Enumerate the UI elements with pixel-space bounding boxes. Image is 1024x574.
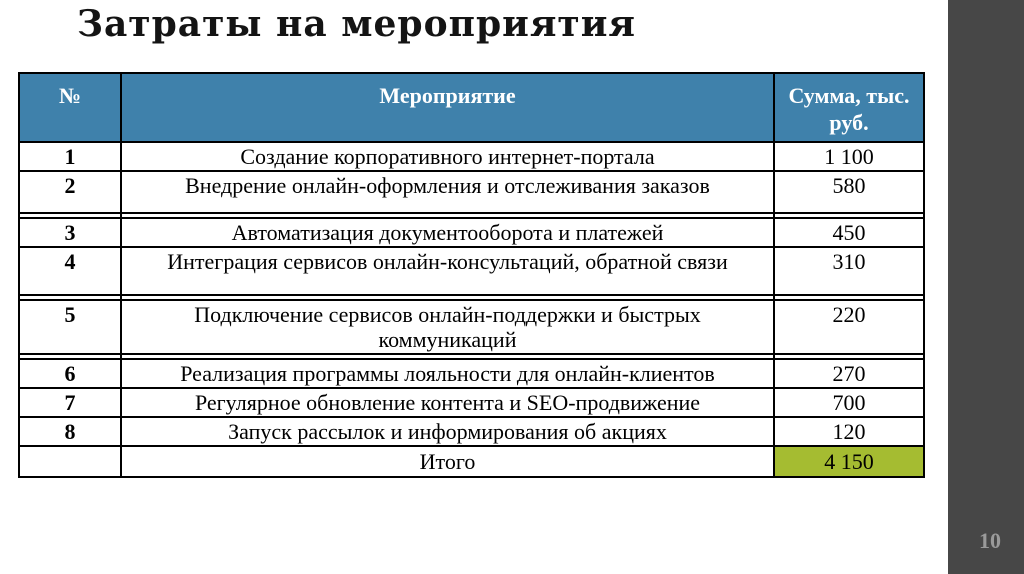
table-row: 3 Автоматизация документооборота и плате… [18, 217, 925, 248]
page-title: Затраты на мероприятия [77, 3, 637, 45]
amount-cell: 700 [773, 387, 925, 418]
row-number-cell: 2 [18, 170, 122, 214]
spacer-cell [18, 353, 122, 360]
activity-cell: Создание корпоративного интернет-портала [120, 141, 775, 172]
row-number-cell: 7 [18, 387, 122, 418]
amount-cell: 220 [773, 299, 925, 355]
amount-cell: 310 [773, 246, 925, 296]
spacer-cell [18, 294, 122, 301]
activity-cell: Подключение сервисов онлайн-поддержки и … [120, 299, 775, 355]
table-spacer-row [18, 294, 925, 301]
amount-cell: 120 [773, 416, 925, 447]
table-row: 8 Запуск рассылок и информирования об ак… [18, 416, 925, 447]
col-header-activity: Мероприятие [120, 72, 775, 143]
slide-side-panel: 10 [948, 0, 1024, 574]
spacer-cell [773, 353, 925, 360]
activity-cell: Интеграция сервисов онлайн-консультаций,… [120, 246, 775, 296]
activity-cell: Автоматизация документооборота и платеже… [120, 217, 775, 248]
row-number-cell: 8 [18, 416, 122, 447]
page-number: 10 [979, 528, 1001, 553]
activity-cell: Реализация программы лояльности для онла… [120, 358, 775, 389]
row-number-cell: 3 [18, 217, 122, 248]
table-row: 4 Интеграция сервисов онлайн-консультаци… [18, 246, 925, 296]
spacer-cell [120, 294, 775, 301]
costs-table: № Мероприятие Сумма, тыс. руб. 1 Создани… [18, 72, 925, 478]
amount-cell: 450 [773, 217, 925, 248]
amount-cell: 580 [773, 170, 925, 214]
total-amount-cell: 4 150 [773, 445, 925, 478]
spacer-cell [773, 212, 925, 219]
spacer-cell [120, 353, 775, 360]
amount-cell: 1 100 [773, 141, 925, 172]
total-row: Итого 4 150 [18, 445, 925, 478]
amount-cell: 270 [773, 358, 925, 389]
row-number-cell: 6 [18, 358, 122, 389]
spacer-cell [120, 212, 775, 219]
table-row: 5 Подключение сервисов онлайн-поддержки … [18, 299, 925, 355]
table-row: 7 Регулярное обновление контента и SEO-п… [18, 387, 925, 418]
activity-cell: Запуск рассылок и информирования об акци… [120, 416, 775, 447]
total-label-cell: Итого [120, 445, 775, 478]
table-row: 6 Реализация программы лояльности для он… [18, 358, 925, 389]
row-number-cell: 1 [18, 141, 122, 172]
table-row: 1 Создание корпоративного интернет-порта… [18, 141, 925, 172]
spacer-cell [18, 212, 122, 219]
col-header-amount: Сумма, тыс. руб. [773, 72, 925, 143]
row-number-cell: 4 [18, 246, 122, 296]
table-row: 2 Внедрение онлайн-оформления и отслежив… [18, 170, 925, 214]
table-spacer-row [18, 212, 925, 219]
table-header-row: № Мероприятие Сумма, тыс. руб. [18, 72, 925, 143]
row-number-cell: 5 [18, 299, 122, 355]
col-header-number: № [18, 72, 122, 143]
table-spacer-row [18, 353, 925, 360]
total-empty-cell [18, 445, 122, 478]
activity-cell: Внедрение онлайн-оформления и отслеживан… [120, 170, 775, 214]
activity-cell: Регулярное обновление контента и SEO-про… [120, 387, 775, 418]
spacer-cell [773, 294, 925, 301]
